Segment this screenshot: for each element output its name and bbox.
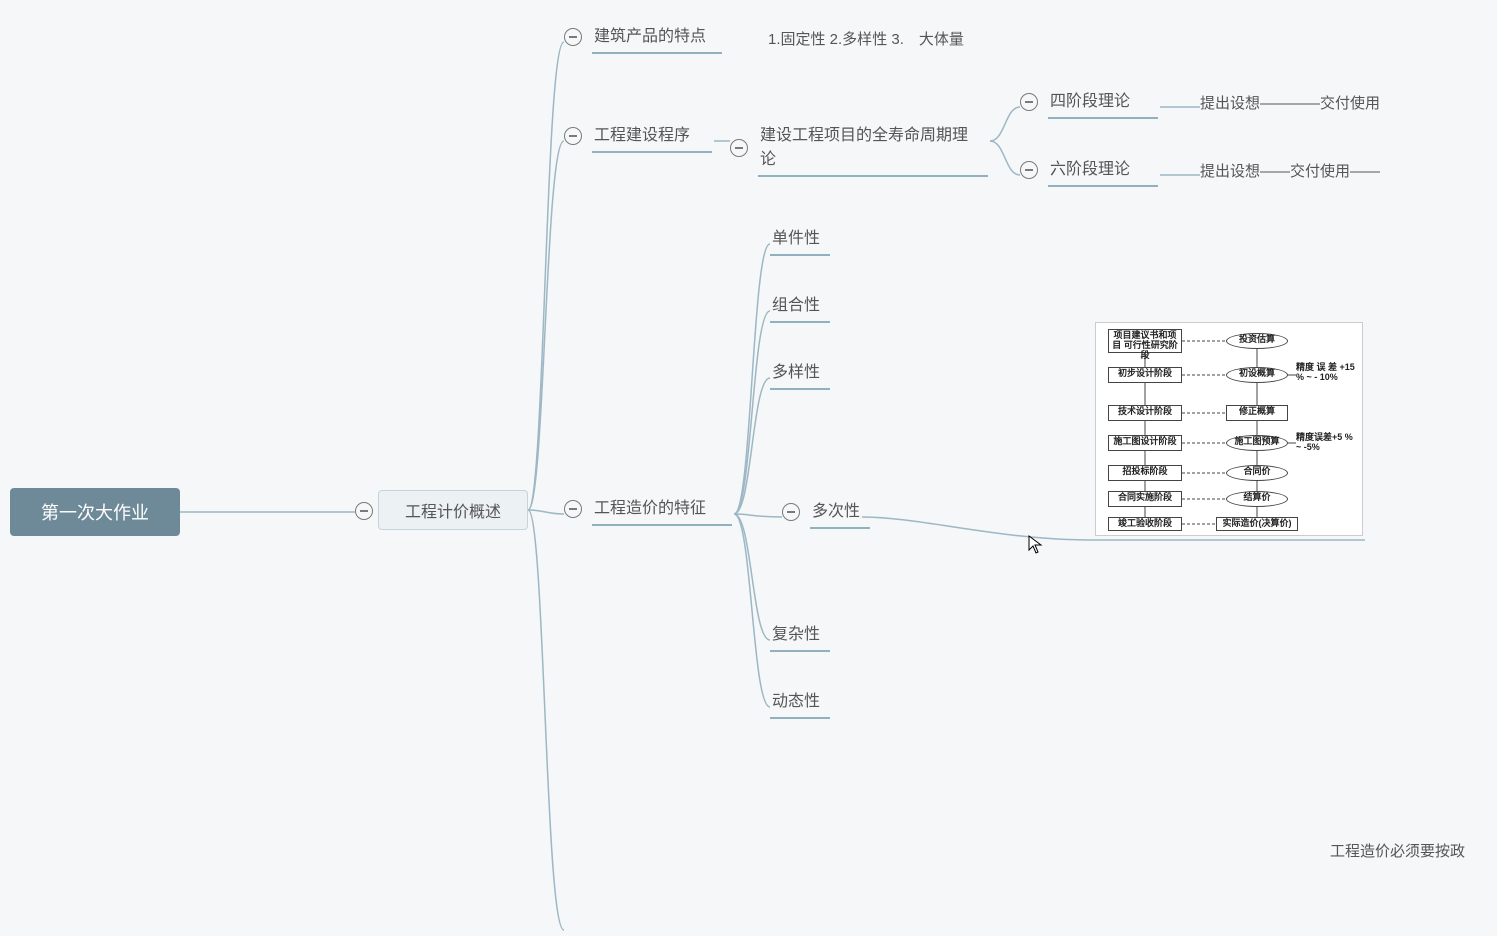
topic-feat[interactable]: 建筑产品的特点 — [564, 20, 722, 54]
topic-lifecycle[interactable]: 建设工程项目的全寿命周期理论 — [730, 119, 988, 177]
topic-label: 四阶段理论 — [1048, 85, 1158, 119]
topic-label: 单件性 — [770, 222, 830, 256]
collapse-icon[interactable] — [782, 503, 800, 521]
topic-c5[interactable]: 复杂性 — [770, 618, 830, 652]
topic-char[interactable]: 工程造价的特征 — [564, 492, 732, 526]
topic-label: 工程造价的特征 — [592, 492, 732, 526]
collapse-icon[interactable] — [730, 139, 748, 157]
flow-left-5: 合同实施阶段 — [1108, 491, 1182, 507]
flow-left-0: 项目建议书和项目 可行性研究阶段 — [1108, 329, 1182, 353]
flow-left-1: 初步设计阶段 — [1108, 367, 1182, 383]
topic-c2[interactable]: 组合性 — [770, 289, 830, 323]
flow-right-2: 修正概算 — [1226, 405, 1288, 421]
topic-label: 多样性 — [770, 356, 830, 390]
topic-label: 复杂性 — [770, 618, 830, 652]
collapse-icon[interactable] — [564, 500, 582, 518]
topic-c3[interactable]: 多样性 — [770, 356, 830, 390]
flow-left-6: 竣工验收阶段 — [1108, 517, 1182, 531]
topic-label: 组合性 — [770, 289, 830, 323]
topic-label: 建筑产品的特点 — [592, 20, 722, 54]
flow-right-0: 投资估算 — [1226, 333, 1288, 349]
topic-c6[interactable]: 动态性 — [770, 685, 830, 719]
flow-right-1: 初设概算 — [1226, 367, 1288, 383]
six-stage-detail: 提出设想——交付使用—— — [1200, 160, 1380, 181]
root-node[interactable]: 第一次大作业 — [10, 488, 180, 536]
flow-right-4: 合同价 — [1226, 465, 1288, 481]
collapse-icon[interactable] — [355, 502, 373, 520]
topic-label: 六阶段理论 — [1048, 153, 1158, 187]
topic-four-stage[interactable]: 四阶段理论 — [1020, 85, 1158, 119]
flow-left-3: 施工图设计阶段 — [1108, 435, 1182, 451]
topic-label: 工程建设程序 — [592, 119, 712, 153]
topic-label: 多次性 — [810, 495, 870, 529]
collapse-icon[interactable] — [1020, 161, 1038, 179]
topic-six-stage[interactable]: 六阶段理论 — [1020, 153, 1158, 187]
flow-note-3: 精度误差+5 % ~ -5% — [1296, 433, 1356, 453]
topic-label: 动态性 — [770, 685, 830, 719]
collapse-icon[interactable] — [1020, 93, 1038, 111]
topic-label: 建设工程项目的全寿命周期理论 — [758, 119, 988, 177]
flow-left-2: 技术设计阶段 — [1108, 405, 1182, 421]
flow-right-6: 实际造价(决算价) — [1216, 517, 1298, 531]
flow-note-1: 精度 误 差 +15 % ~ - 10% — [1296, 363, 1356, 383]
feat-detail: 1.固定性 2.多样性 3. 大体量 — [768, 28, 964, 49]
flow-right-5: 结算价 — [1226, 491, 1288, 507]
flow-right-3: 施工图预算 — [1226, 435, 1288, 451]
collapse-icon[interactable] — [564, 28, 582, 46]
mouse-cursor-icon — [1028, 535, 1044, 560]
topic-c1[interactable]: 单件性 — [770, 222, 830, 256]
level1-node[interactable]: 工程计价概述 — [378, 490, 528, 530]
flowchart-image: 项目建议书和项目 可行性研究阶段 初步设计阶段 技术设计阶段 施工图设计阶段 招… — [1095, 322, 1363, 536]
collapse-icon[interactable] — [564, 127, 582, 145]
topic-c4[interactable]: 多次性 — [782, 495, 870, 529]
level1-label: 工程计价概述 — [405, 498, 501, 522]
topic-proc[interactable]: 工程建设程序 — [564, 119, 712, 153]
four-stage-detail: 提出设想————交付使用 — [1200, 92, 1380, 113]
bottom-detail: 工程造价必须要按政 — [1330, 840, 1465, 861]
root-label: 第一次大作业 — [41, 499, 149, 525]
flow-left-4: 招投标阶段 — [1108, 465, 1182, 481]
